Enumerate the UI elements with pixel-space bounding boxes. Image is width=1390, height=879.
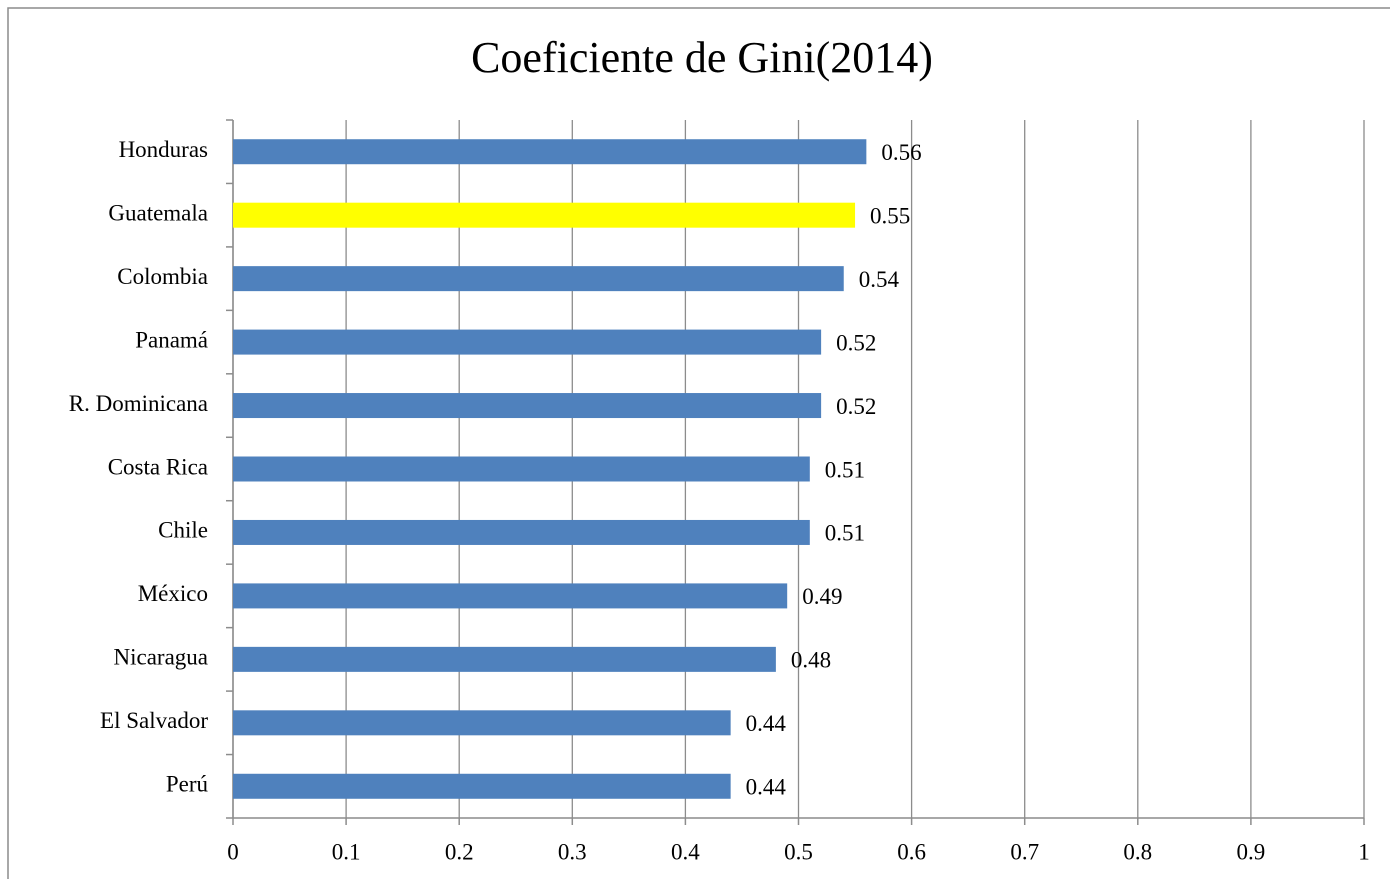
bar <box>233 329 822 355</box>
x-tick-label: 0.6 <box>897 839 926 864</box>
x-tick-label: 0.8 <box>1123 839 1152 864</box>
chart-title: Coeficiente de Gini(2014) <box>471 33 933 82</box>
bar <box>233 266 844 292</box>
y-tick-label: R. Dominicana <box>69 391 208 416</box>
bar <box>233 583 788 609</box>
y-tick-label: Guatemala <box>108 200 208 225</box>
bar <box>233 710 731 736</box>
bar <box>233 139 867 165</box>
bar <box>233 202 856 228</box>
x-tick-label: 0.3 <box>558 839 587 864</box>
x-tick-label: 0.9 <box>1237 839 1266 864</box>
data-label: 0.52 <box>836 394 876 419</box>
y-tick-label: Honduras <box>119 137 208 162</box>
y-tick-label: Chile <box>158 518 208 543</box>
y-tick-label: Costa Rica <box>108 454 208 479</box>
x-tick-label: 0.7 <box>1010 839 1039 864</box>
y-tick-label: Colombia <box>117 264 208 289</box>
y-tick-label: El Salvador <box>100 708 208 733</box>
data-label: 0.44 <box>746 711 787 736</box>
data-label: 0.51 <box>825 521 865 546</box>
x-tick-label: 0.2 <box>445 839 474 864</box>
y-tick-label: Perú <box>166 772 209 797</box>
bar <box>233 773 731 799</box>
x-tick-label: 1 <box>1358 839 1370 864</box>
chart-frame <box>7 7 1390 879</box>
x-tick-label: 0.4 <box>671 839 700 864</box>
bar <box>233 393 822 419</box>
x-tick-label: 0.1 <box>332 839 361 864</box>
data-label: 0.44 <box>746 775 787 800</box>
data-label: 0.56 <box>881 140 921 165</box>
y-tick-label: México <box>138 581 208 606</box>
data-label: 0.52 <box>836 330 876 355</box>
data-label: 0.55 <box>870 203 910 228</box>
bar <box>233 519 810 545</box>
x-tick-label: 0 <box>227 839 239 864</box>
bar <box>233 456 810 482</box>
data-label: 0.49 <box>802 584 842 609</box>
bar <box>233 646 776 672</box>
data-label: 0.48 <box>791 648 831 673</box>
x-tick-label: 0.5 <box>784 839 813 864</box>
data-label: 0.51 <box>825 457 865 482</box>
y-tick-label: Nicaragua <box>114 645 209 670</box>
y-tick-label: Panamá <box>135 327 208 352</box>
data-label: 0.54 <box>859 267 900 292</box>
